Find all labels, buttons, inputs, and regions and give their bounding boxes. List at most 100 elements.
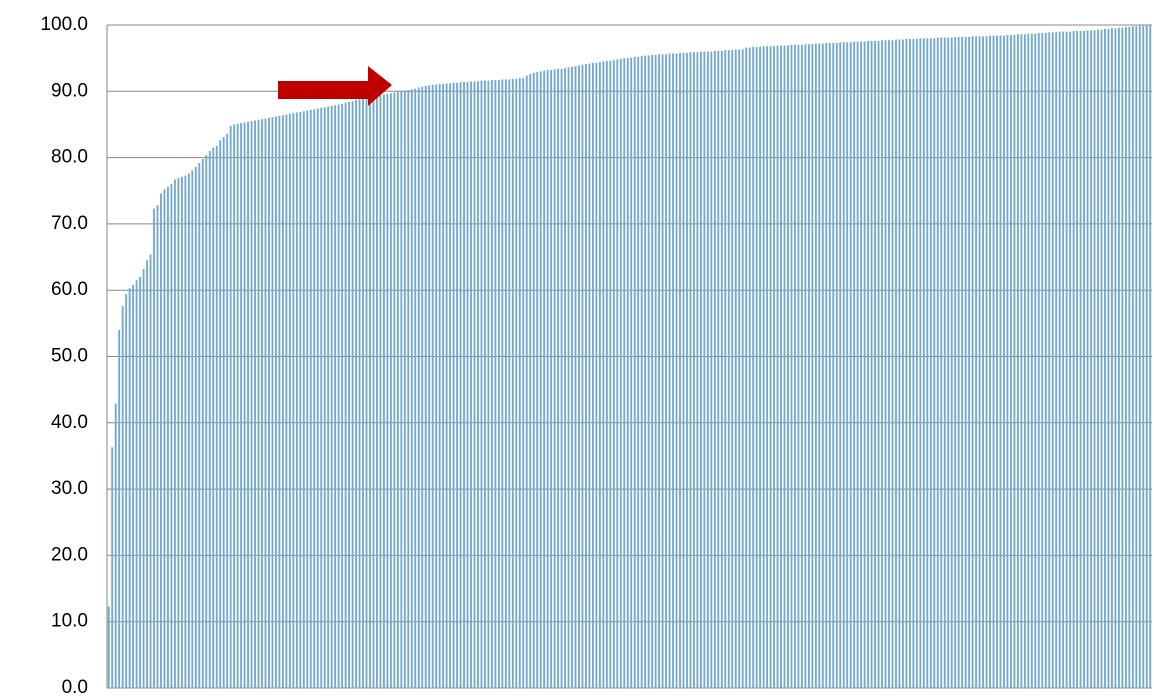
bar <box>1058 31 1061 688</box>
bar <box>668 53 671 689</box>
bar <box>1016 34 1019 689</box>
bar <box>1037 32 1040 689</box>
y-axis: 0.0 10.0 20.0 30.0 40.0 50.0 60.0 70.0 80.0 90.0 1… <box>40 14 88 698</box>
bar <box>1142 25 1145 688</box>
bar <box>546 70 549 689</box>
bar <box>139 276 142 688</box>
bar <box>557 68 560 689</box>
bar <box>372 96 375 688</box>
bar <box>919 38 922 688</box>
bar <box>1093 30 1096 688</box>
bar <box>334 105 337 688</box>
bar <box>1128 26 1131 688</box>
bar <box>936 37 939 689</box>
y-tick-label: 40.0 <box>51 412 88 433</box>
bar <box>233 124 236 688</box>
bar <box>292 113 295 688</box>
bar <box>299 111 302 688</box>
bar <box>247 121 250 689</box>
bar <box>470 81 472 689</box>
bar <box>888 40 890 688</box>
bar <box>518 78 521 689</box>
bar <box>125 294 128 688</box>
bar <box>766 46 769 688</box>
bar <box>797 44 800 688</box>
bar <box>177 178 180 688</box>
bar <box>358 99 361 689</box>
bar <box>1023 34 1026 689</box>
bar <box>490 80 493 689</box>
bar <box>912 38 915 689</box>
bar <box>149 254 152 688</box>
bar <box>675 53 678 689</box>
bar <box>477 81 479 689</box>
bar <box>525 75 528 688</box>
bar <box>553 69 556 688</box>
bar <box>686 52 688 688</box>
bar <box>1079 30 1082 689</box>
bar <box>588 63 591 689</box>
bar <box>1055 32 1058 689</box>
bar <box>1131 26 1134 689</box>
y-tick-label: 90.0 <box>51 80 88 101</box>
bar <box>316 108 319 688</box>
bar <box>856 41 859 688</box>
bar <box>1041 32 1044 689</box>
bar <box>759 46 762 688</box>
bar <box>543 70 546 688</box>
bar <box>835 42 838 688</box>
bar <box>964 36 967 688</box>
bar <box>1072 30 1075 689</box>
bar <box>658 54 661 689</box>
bar <box>630 57 633 688</box>
bar <box>456 82 459 688</box>
bar <box>320 107 323 688</box>
bar <box>445 83 448 689</box>
bar <box>191 170 194 688</box>
bar <box>672 53 674 689</box>
bar <box>480 80 483 688</box>
bar <box>264 118 267 688</box>
bar <box>720 50 723 689</box>
bar <box>860 41 863 688</box>
bar <box>240 123 243 688</box>
bar <box>780 45 782 689</box>
bar <box>532 72 535 688</box>
bar <box>654 54 657 688</box>
bar <box>727 50 730 689</box>
bar <box>407 89 410 688</box>
bar <box>111 447 114 688</box>
bar <box>898 39 901 688</box>
bar <box>1138 25 1141 688</box>
bar <box>449 83 452 689</box>
bar <box>438 84 441 688</box>
bar <box>741 49 744 688</box>
bar <box>619 58 622 689</box>
bar <box>153 208 155 688</box>
bar <box>435 84 438 689</box>
bar <box>842 42 845 689</box>
bar <box>459 82 462 688</box>
bar <box>337 104 340 688</box>
bar <box>738 49 741 688</box>
bar <box>1062 31 1065 688</box>
bar <box>494 80 497 689</box>
bar <box>539 71 542 688</box>
bar <box>295 112 298 689</box>
bar <box>386 93 389 688</box>
bar <box>1013 34 1016 688</box>
bar <box>466 82 469 688</box>
bar <box>989 35 991 688</box>
bar <box>167 186 169 688</box>
bar <box>341 103 344 689</box>
bar <box>160 193 162 689</box>
bar <box>773 46 775 688</box>
bar <box>623 58 626 688</box>
bar <box>877 40 880 689</box>
bar <box>142 268 145 688</box>
bar <box>309 109 312 688</box>
bar <box>254 120 256 689</box>
bar <box>261 119 263 688</box>
bar <box>957 36 960 688</box>
bar <box>135 280 138 688</box>
